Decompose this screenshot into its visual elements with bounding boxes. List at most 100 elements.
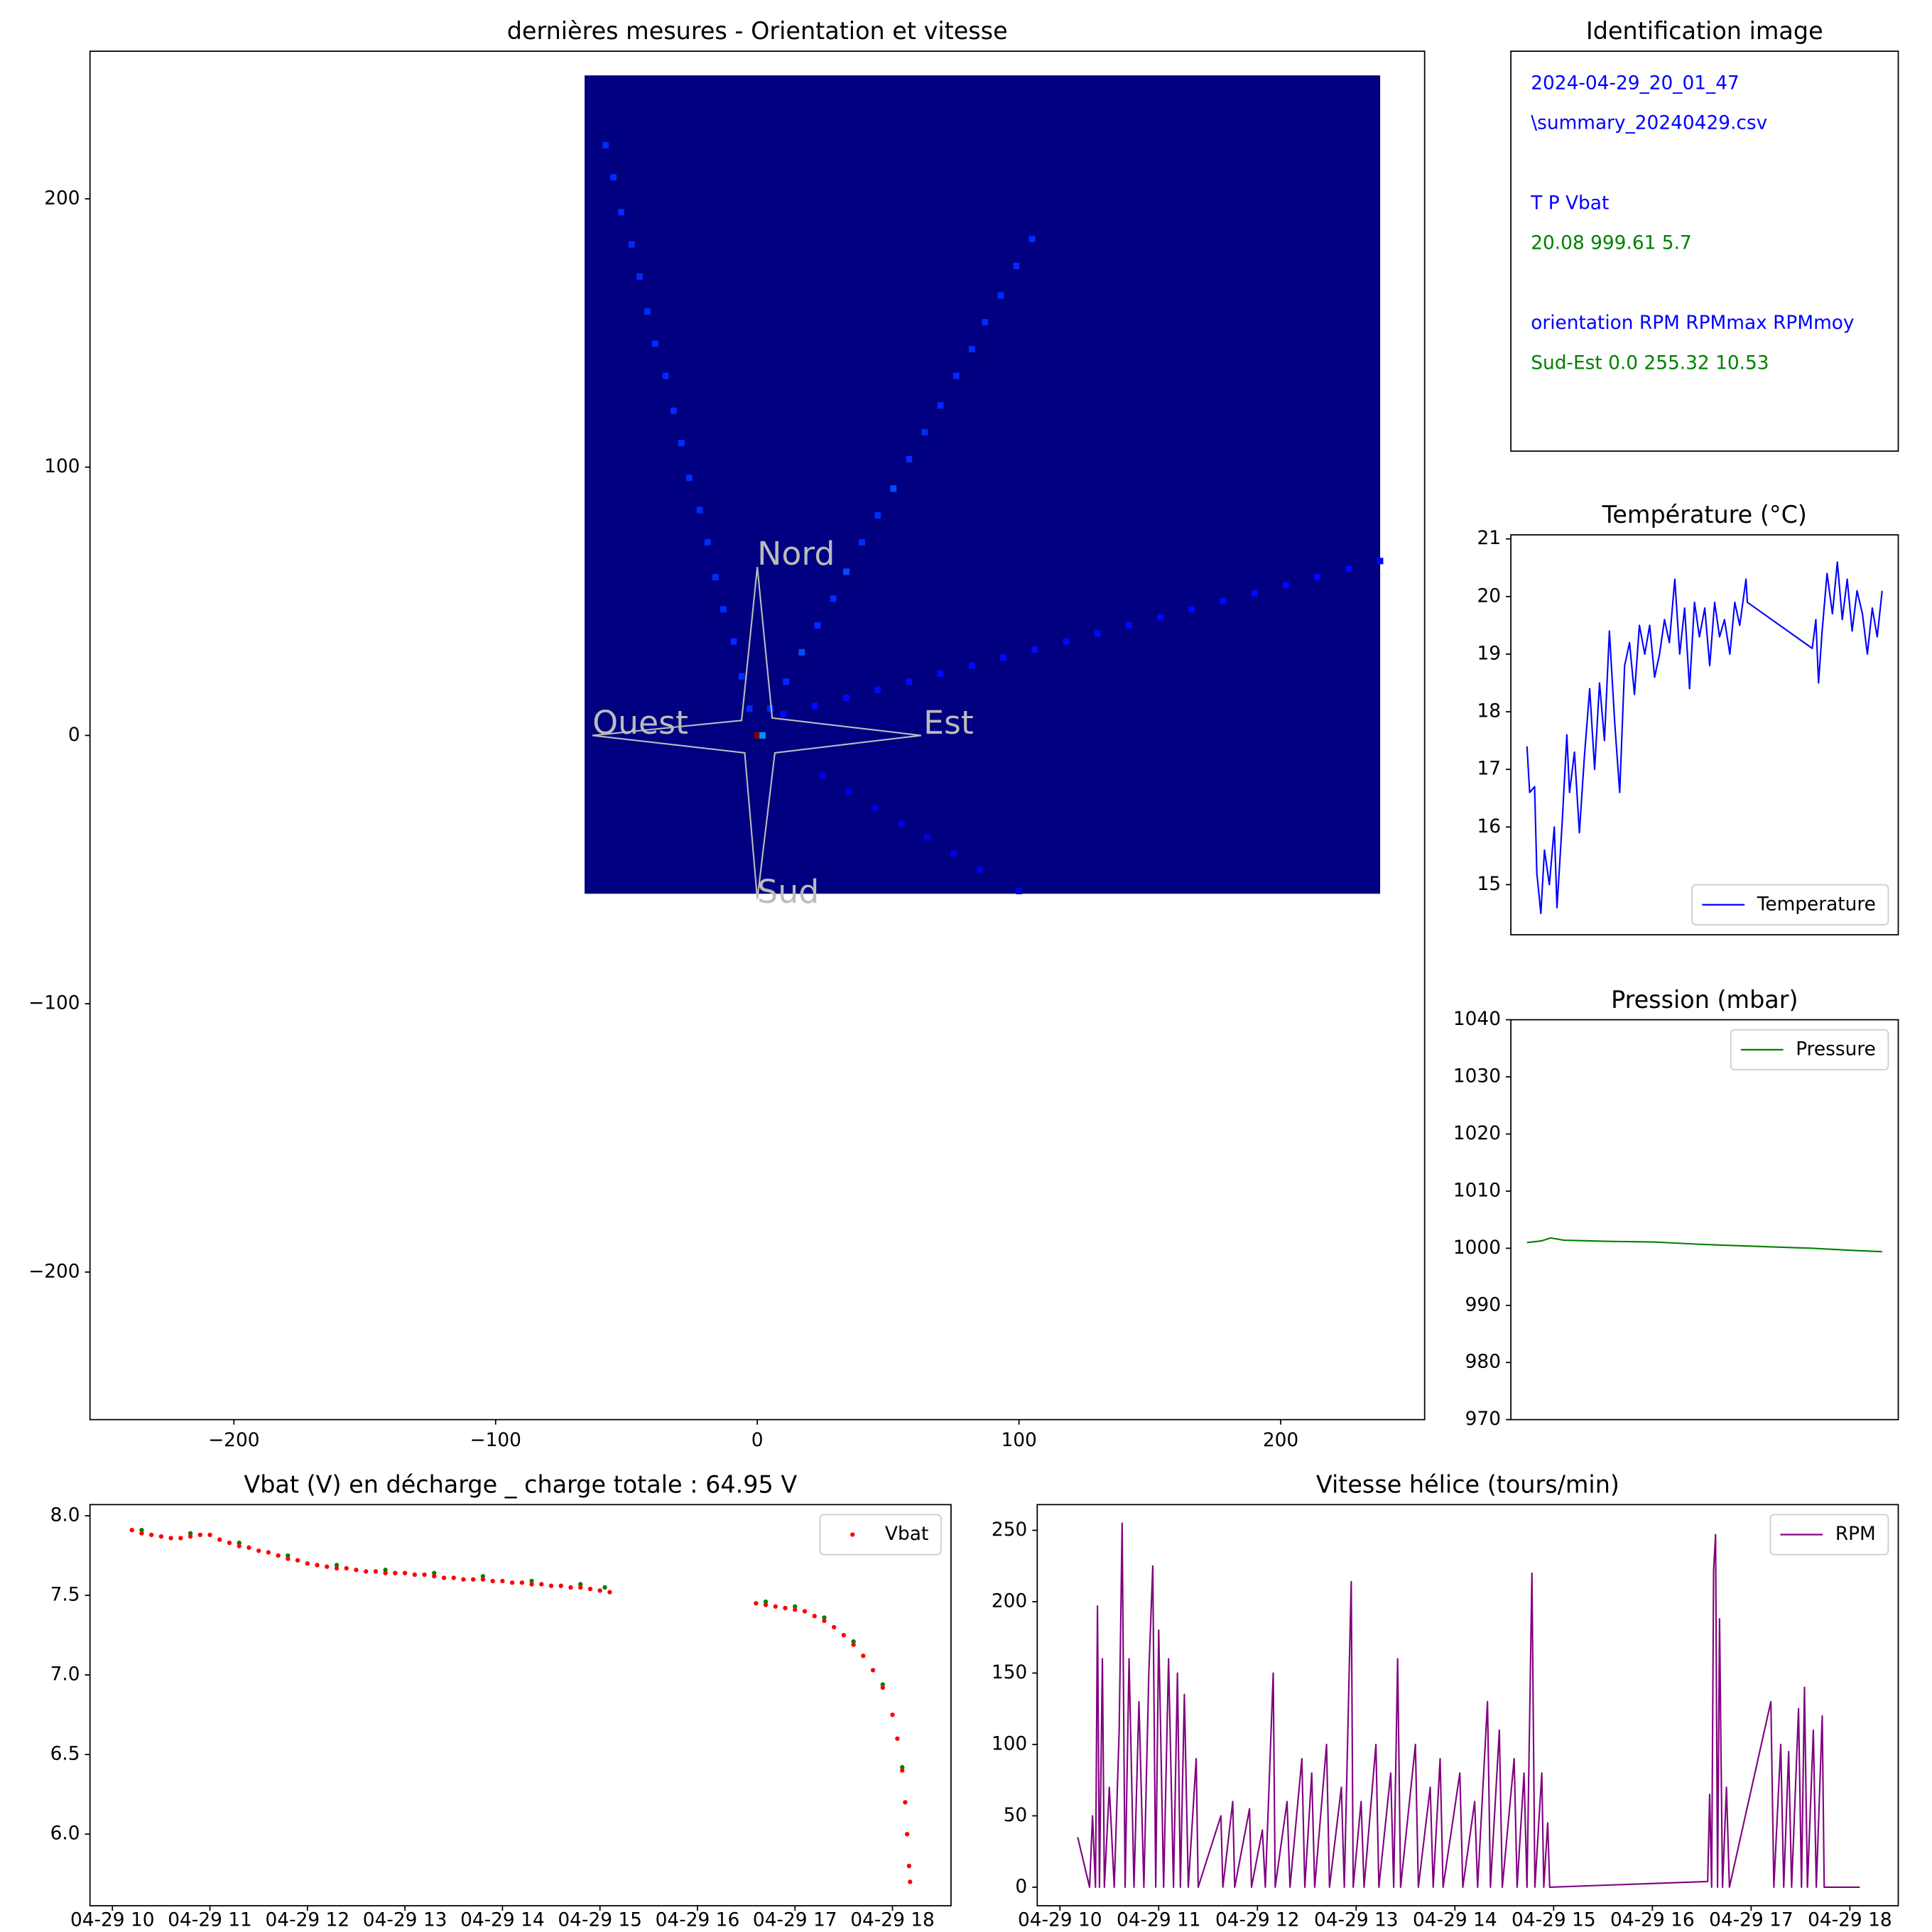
- scatter-point: [500, 1578, 505, 1584]
- heatmap-cell: [898, 820, 905, 827]
- scatter-point: [344, 1565, 349, 1571]
- heatmap-cell: [618, 209, 625, 216]
- heatmap-cell: [1125, 622, 1132, 629]
- scatter-point: [578, 1585, 583, 1590]
- y-tick-label: 250: [992, 1519, 1027, 1541]
- heatmap-cell: [1345, 565, 1352, 572]
- heatmap-cell: [819, 772, 826, 779]
- heatmap-cell: [921, 429, 928, 436]
- scatter-point: [217, 1537, 222, 1542]
- heatmap-cell: [1283, 582, 1289, 589]
- scatter-point: [754, 1601, 759, 1606]
- compass-label: Nord: [757, 535, 835, 572]
- scatter-point: [334, 1563, 340, 1568]
- heatmap-cell: [843, 694, 850, 702]
- y-tick-label: 18: [1477, 701, 1501, 722]
- scatter-point: [539, 1582, 544, 1587]
- x-tick-label: 04-29 11: [1117, 1910, 1201, 1931]
- scatter-point: [822, 1615, 827, 1620]
- scatter-point: [305, 1561, 310, 1566]
- scatter-point: [461, 1577, 466, 1582]
- heatmap-cell: [636, 273, 643, 280]
- heatmap-cell: [1377, 558, 1384, 565]
- scatter-point: [139, 1531, 144, 1536]
- heatmap-cell: [767, 705, 774, 712]
- x-tick-label: 04-29 10: [1018, 1910, 1102, 1931]
- scatter-point: [286, 1556, 291, 1561]
- heatmap-cell: [610, 174, 617, 181]
- heatmap-cell: [924, 834, 931, 841]
- scatter-point: [295, 1558, 300, 1563]
- scatter-point: [822, 1618, 827, 1624]
- heatmap-cell: [780, 710, 787, 717]
- heatmap-cell: [644, 308, 651, 315]
- y-tick-label: 200: [44, 188, 80, 209]
- y-tick-label: 150: [992, 1662, 1027, 1683]
- scatter-point: [139, 1527, 144, 1533]
- scatter-point: [315, 1563, 320, 1568]
- heatmap-cell: [1188, 606, 1195, 613]
- y-tick-label: 1010: [1453, 1180, 1501, 1201]
- heatmap-cell: [652, 340, 658, 347]
- x-tick-label: 04-29 17: [1709, 1910, 1793, 1931]
- y-tick-label: 200: [992, 1590, 1027, 1612]
- scatter-point: [334, 1565, 340, 1571]
- scatter-point: [880, 1682, 885, 1687]
- scatter-point: [763, 1602, 769, 1607]
- y-tick-label: 0: [68, 724, 80, 746]
- scatter-point: [900, 1764, 905, 1770]
- compass-label: Ouest: [592, 704, 688, 742]
- compass-label: Est: [923, 704, 974, 742]
- heatmap-cell: [1157, 614, 1163, 621]
- scatter-point: [129, 1527, 134, 1533]
- scatter-point: [568, 1585, 573, 1590]
- scatter-point: [558, 1583, 563, 1588]
- scatter-point: [237, 1540, 242, 1546]
- heatmap-cell: [746, 705, 753, 712]
- heatmap-cell: [1029, 236, 1036, 243]
- y-tick-label: 980: [1465, 1352, 1501, 1373]
- heatmap-cell: [845, 788, 852, 796]
- heatmap-cell: [906, 455, 913, 462]
- axes-frame: [1510, 50, 1899, 452]
- heatmap-cell: [662, 372, 669, 379]
- y-tick-label: 1040: [1453, 1009, 1501, 1030]
- x-tick-label: 04-29 10: [70, 1910, 155, 1931]
- chart-title: Température (°C): [1602, 501, 1807, 528]
- scatter-point: [602, 1585, 607, 1590]
- heatmap-cell: [1094, 630, 1101, 637]
- chart-title: dernières mesures - Orientation et vites…: [507, 17, 1008, 45]
- info-line: 20.08 999.61 5.7: [1531, 233, 1692, 254]
- x-tick-label: 04-29 18: [1808, 1910, 1892, 1931]
- scatter-point: [480, 1577, 486, 1582]
- chart-title: Identification image: [1586, 17, 1823, 45]
- scatter-point: [793, 1607, 798, 1612]
- heatmap-cell: [754, 732, 761, 739]
- scatter-point: [903, 1800, 908, 1805]
- x-tick-label: −200: [208, 1430, 259, 1451]
- x-tick-label: 04-29 15: [558, 1910, 642, 1931]
- x-tick-label: 200: [1263, 1430, 1298, 1451]
- scatter-point: [783, 1605, 788, 1611]
- scatter-point: [490, 1578, 495, 1584]
- scatter-point: [188, 1531, 193, 1536]
- legend-box: [1730, 1029, 1889, 1070]
- heatmap-cell: [1013, 262, 1020, 269]
- heatmap-cell: [811, 702, 818, 710]
- heatmap-cell: [968, 345, 975, 352]
- scatter-point: [178, 1536, 183, 1541]
- compass-label: Sud: [757, 873, 819, 911]
- axes-frame: [1510, 1019, 1899, 1421]
- y-tick-label: 100: [44, 456, 80, 477]
- series-line: [1526, 1237, 1882, 1253]
- y-tick-label: 15: [1477, 874, 1501, 895]
- scatter-point: [383, 1570, 388, 1575]
- scatter-point: [168, 1536, 173, 1541]
- series-line: [1526, 561, 1883, 915]
- legend-label: RPM: [1835, 1524, 1876, 1545]
- heatmap-cell: [950, 850, 957, 857]
- compass-star: [592, 567, 921, 899]
- heatmap-cell: [759, 732, 766, 739]
- y-tick-label: 21: [1477, 528, 1501, 549]
